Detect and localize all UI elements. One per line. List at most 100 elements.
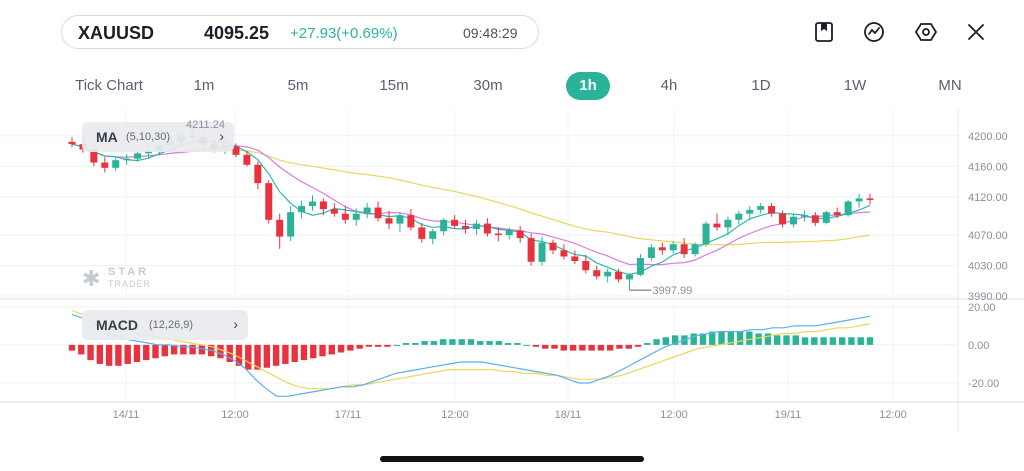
timeframe-1h[interactable]: 1h [566,72,610,100]
home-indicator [380,456,644,462]
candle-body [844,201,852,216]
candle-body [276,219,284,237]
macd-histogram-bar [560,344,567,351]
candle-body [626,274,634,280]
chevron-right-icon: › [233,316,238,332]
timeframe-30m[interactable]: 30m [473,77,503,94]
close-icon[interactable] [964,20,988,44]
candle-body [134,153,142,159]
macd-histogram-bar [653,339,660,345]
time-axis-label: 17/11 [335,409,362,421]
candle-body [669,244,677,251]
macd-histogram-bar [514,342,521,345]
watermark-subtext: TRADER [108,279,152,289]
candle-body [691,244,699,255]
candle-body [571,256,579,262]
timeframe-1m[interactable]: 1m [193,77,215,94]
macd-histogram-bar [727,331,735,345]
settings-icon[interactable] [914,20,938,44]
candle-body [811,215,819,223]
chevron-right-icon: › [219,128,224,144]
candle-body [243,154,251,165]
macd-indicator-pill[interactable]: MACD (12,26,9) › [82,310,248,340]
price-axis-label: 3990.00 [968,291,1008,303]
candle-body [319,201,327,210]
candle-body [789,216,797,225]
macd-histogram-bar [551,344,558,349]
macd-histogram-bar [375,344,382,347]
macd-histogram-bar [170,344,178,355]
macd-histogram-bar [746,331,753,345]
macd-histogram-bar [365,344,373,347]
candle-body [560,250,568,257]
timeframe-4h[interactable]: 4h [660,77,678,94]
candle-body [713,223,721,228]
macd-histogram-bar [597,344,605,351]
macd-histogram-bar [300,344,308,361]
candle-body [145,151,153,154]
macd-histogram-bar [542,344,549,349]
candle-body [374,207,382,219]
macd-histogram-bar [616,344,623,349]
macd-histogram-bar [671,335,679,345]
candle-body [418,227,426,239]
candle-body [494,233,502,236]
macd-histogram-bar [96,344,104,364]
bookmark-icon[interactable] [812,20,836,44]
candle-body [232,146,240,155]
candle-body [866,198,874,200]
macd-histogram-bar [235,344,243,366]
macd-histogram-bar [477,341,484,345]
candle-body [462,225,470,229]
symbol-selector[interactable]: XAUUSD 4095.25 +27.93(+0.69%) 09:48:29 [61,15,539,49]
chart-axes: 4200.00 4160.00 4120.00 4070.00 4030.00 3990.… [113,131,1008,421]
macd-histogram-bar [291,344,298,363]
candle-body [385,218,393,224]
timeframe-15m[interactable]: 15m [379,77,409,94]
macd-histogram-bar [764,333,772,345]
time-axis-label: 12:00 [879,409,907,421]
candle-body [779,213,787,225]
top-bar: XAUUSD 4095.25 +27.93(+0.69%) 09:48:29 [0,0,1024,68]
price-axis-label: 4030.00 [968,261,1008,273]
macd-histogram-bar [838,337,846,345]
timeframe-mn[interactable]: MN [938,77,962,94]
price-axis-label: 4070.00 [968,230,1008,242]
timeframe-tick-chart[interactable]: Tick Chart [75,77,143,94]
macd-histogram-bar [319,344,326,357]
trend-icon[interactable] [862,20,886,44]
macd-histogram-bar [272,344,280,366]
timeframe-1w[interactable]: 1W [843,77,867,94]
macd-histogram-bar [755,333,762,345]
price-axis-label: 4160.00 [968,161,1008,173]
macd-lines [71,310,871,397]
macd-histogram-bar [198,344,206,355]
candle-body [451,219,459,226]
macd-histogram-bar [625,344,632,349]
macd-histogram-bar [393,344,400,346]
macd-histogram-bar [180,344,187,355]
macd-histogram-bar [829,337,837,345]
candle-body [735,213,743,220]
candle-body [746,209,754,214]
macd-histogram-bar [792,335,799,345]
candle-body [505,230,513,236]
candle-body [658,247,666,251]
price-change: +27.93(+0.69%) [290,25,398,42]
macd-histogram-bar [105,344,113,366]
candle-body [472,223,480,229]
timeframe-1d[interactable]: 1D [751,77,771,94]
ma5-line [71,139,871,276]
candle-body [636,257,644,275]
candle-body [538,242,546,262]
macd-histogram-bar [709,331,716,345]
macd-histogram-bar [152,344,159,359]
candle-body [483,223,491,234]
macd-histogram-bar [644,342,651,345]
macd-histogram-bar [337,344,345,353]
timeframe-5m[interactable]: 5m [287,77,309,94]
ma-indicator-pill[interactable]: MA (5,10,30) › [82,122,234,152]
macd-histogram-bar [412,342,419,345]
macd-axis-label: 0.00 [968,340,989,352]
candle-body [407,215,415,228]
